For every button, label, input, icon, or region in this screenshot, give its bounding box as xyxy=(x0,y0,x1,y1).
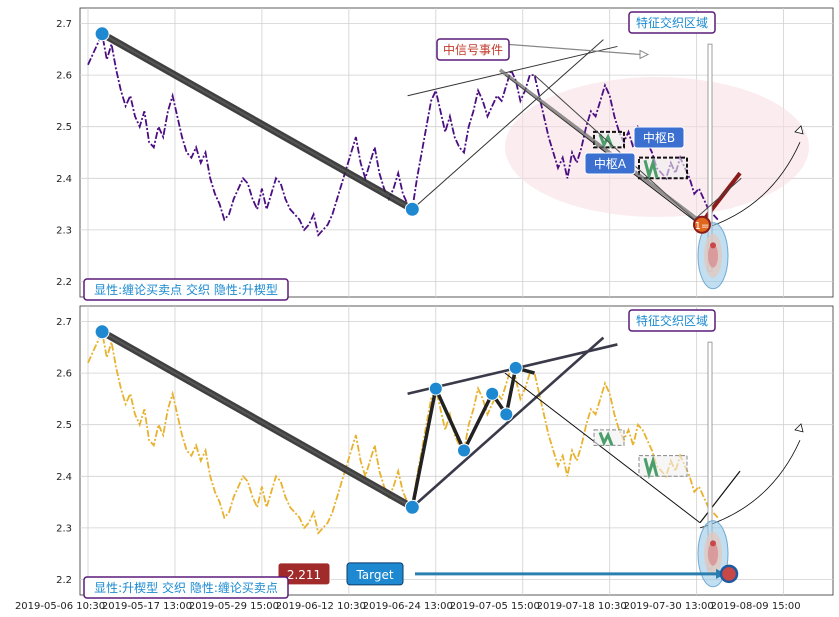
caption-box xyxy=(83,576,289,599)
wedge-lower-line xyxy=(411,39,604,210)
pivot-a-label-text: 中枢A xyxy=(594,156,627,171)
anchor-dot-2 xyxy=(404,499,420,515)
x-tick-label: 2019-07-18 10:30 xyxy=(537,601,627,612)
signal-bar xyxy=(498,68,700,221)
x-tick-label: 2019-07-05 15:00 xyxy=(450,601,540,612)
anchor-dot-4 xyxy=(457,443,471,458)
price-series-line xyxy=(87,30,719,237)
caption-box xyxy=(83,278,289,301)
price-badge-text: 2.211 xyxy=(287,568,321,582)
signal-badge-text: 1= xyxy=(695,221,710,232)
target-center-dot xyxy=(710,540,716,547)
anchor-dot-3 xyxy=(428,381,443,396)
pivot-zigzag-1 xyxy=(598,431,614,447)
rebound-line xyxy=(698,171,742,226)
y-tick-label: 2.5 xyxy=(56,420,72,431)
price-series-line xyxy=(87,328,719,535)
y-tick-label: 2.4 xyxy=(56,472,72,483)
price-badge-box xyxy=(277,562,331,586)
anchor-dot-6 xyxy=(499,407,514,422)
event-label-text: 中信号事件 xyxy=(443,42,503,57)
projection-arrowhead xyxy=(794,125,804,135)
pivot-zigzag-2 xyxy=(643,157,659,182)
target-dot xyxy=(719,564,739,584)
projection-arrowhead xyxy=(794,423,804,433)
y-tick-label: 2.6 xyxy=(56,71,72,82)
x-tick-label: 2019-07-30 13:00 xyxy=(624,601,714,612)
target-halo-inner xyxy=(708,243,718,268)
y-tick-label: 2.2 xyxy=(56,575,72,586)
y-tick-label: 2.3 xyxy=(56,523,72,534)
pivot-b-label-text: 中枢B xyxy=(643,130,675,145)
anchor-dot-1 xyxy=(94,26,110,42)
event-arrow-line xyxy=(504,43,641,56)
x-tick-label: 2019-06-24 13:00 xyxy=(363,601,453,612)
target-halo-inner xyxy=(708,541,718,566)
x-tick-label: 2019-08-09 15:00 xyxy=(711,601,801,612)
target-label-box xyxy=(346,562,404,586)
zone-label-text: 特征交织区域 xyxy=(636,15,708,30)
x-tick-label: 2019-05-06 10:30 xyxy=(15,601,105,612)
x-tick-label: 2019-05-29 15:00 xyxy=(189,601,279,612)
breakdown-line xyxy=(504,372,701,524)
y-tick-label: 2.7 xyxy=(56,19,72,30)
event-arrowhead xyxy=(639,49,650,60)
anchor-dot-7 xyxy=(508,360,523,375)
y-tick-label: 2.6 xyxy=(56,369,72,380)
downtrend-line-highlight xyxy=(101,330,413,509)
pivot-zigzag-1 xyxy=(598,133,614,149)
x-tick-label: 2019-06-12 10:30 xyxy=(276,601,366,612)
anchor-dot-2 xyxy=(404,201,420,217)
anchor-dot-5 xyxy=(485,386,500,401)
y-tick-label: 2.5 xyxy=(56,122,72,133)
target-label-text: Target xyxy=(355,568,393,582)
y-tick-label: 2.3 xyxy=(56,225,72,236)
x-tick-label: 2019-05-17 13:00 xyxy=(102,601,192,612)
zigzag-overlay xyxy=(534,74,742,221)
y-tick-label: 2.2 xyxy=(56,277,72,288)
y-tick-label: 2.4 xyxy=(56,174,72,185)
zone-label-text: 特征交织区域 xyxy=(636,313,708,328)
event-label-box xyxy=(436,38,510,61)
pivot-b-label-box xyxy=(633,126,685,149)
signal-badge-circle xyxy=(693,215,711,234)
pivot-a-label-box xyxy=(584,152,636,175)
zone-label-box xyxy=(628,11,716,34)
zone-label-box xyxy=(628,309,716,332)
y-tick-label: 2.7 xyxy=(56,317,72,328)
wedge-upper-line xyxy=(407,45,618,97)
rebound-line xyxy=(699,470,741,524)
wedge-lower-line xyxy=(411,336,605,509)
downtrend-line-highlight xyxy=(101,32,413,211)
caption-text: 显性:升楔型 交织 隐性:缠论买卖点 xyxy=(94,580,278,595)
panel-2-group: 2.2 2.3 2.4 2.5 2.6 2.7 2.211 Target 特征交织区域显性:升楔… xyxy=(56,305,834,599)
anchor-dot-1 xyxy=(94,324,110,340)
target-center-dot xyxy=(710,242,716,249)
pivot-zigzag-2 xyxy=(643,455,659,480)
caption-text: 显性:缠论买卖点 交织 隐性:升楔型 xyxy=(94,282,278,297)
